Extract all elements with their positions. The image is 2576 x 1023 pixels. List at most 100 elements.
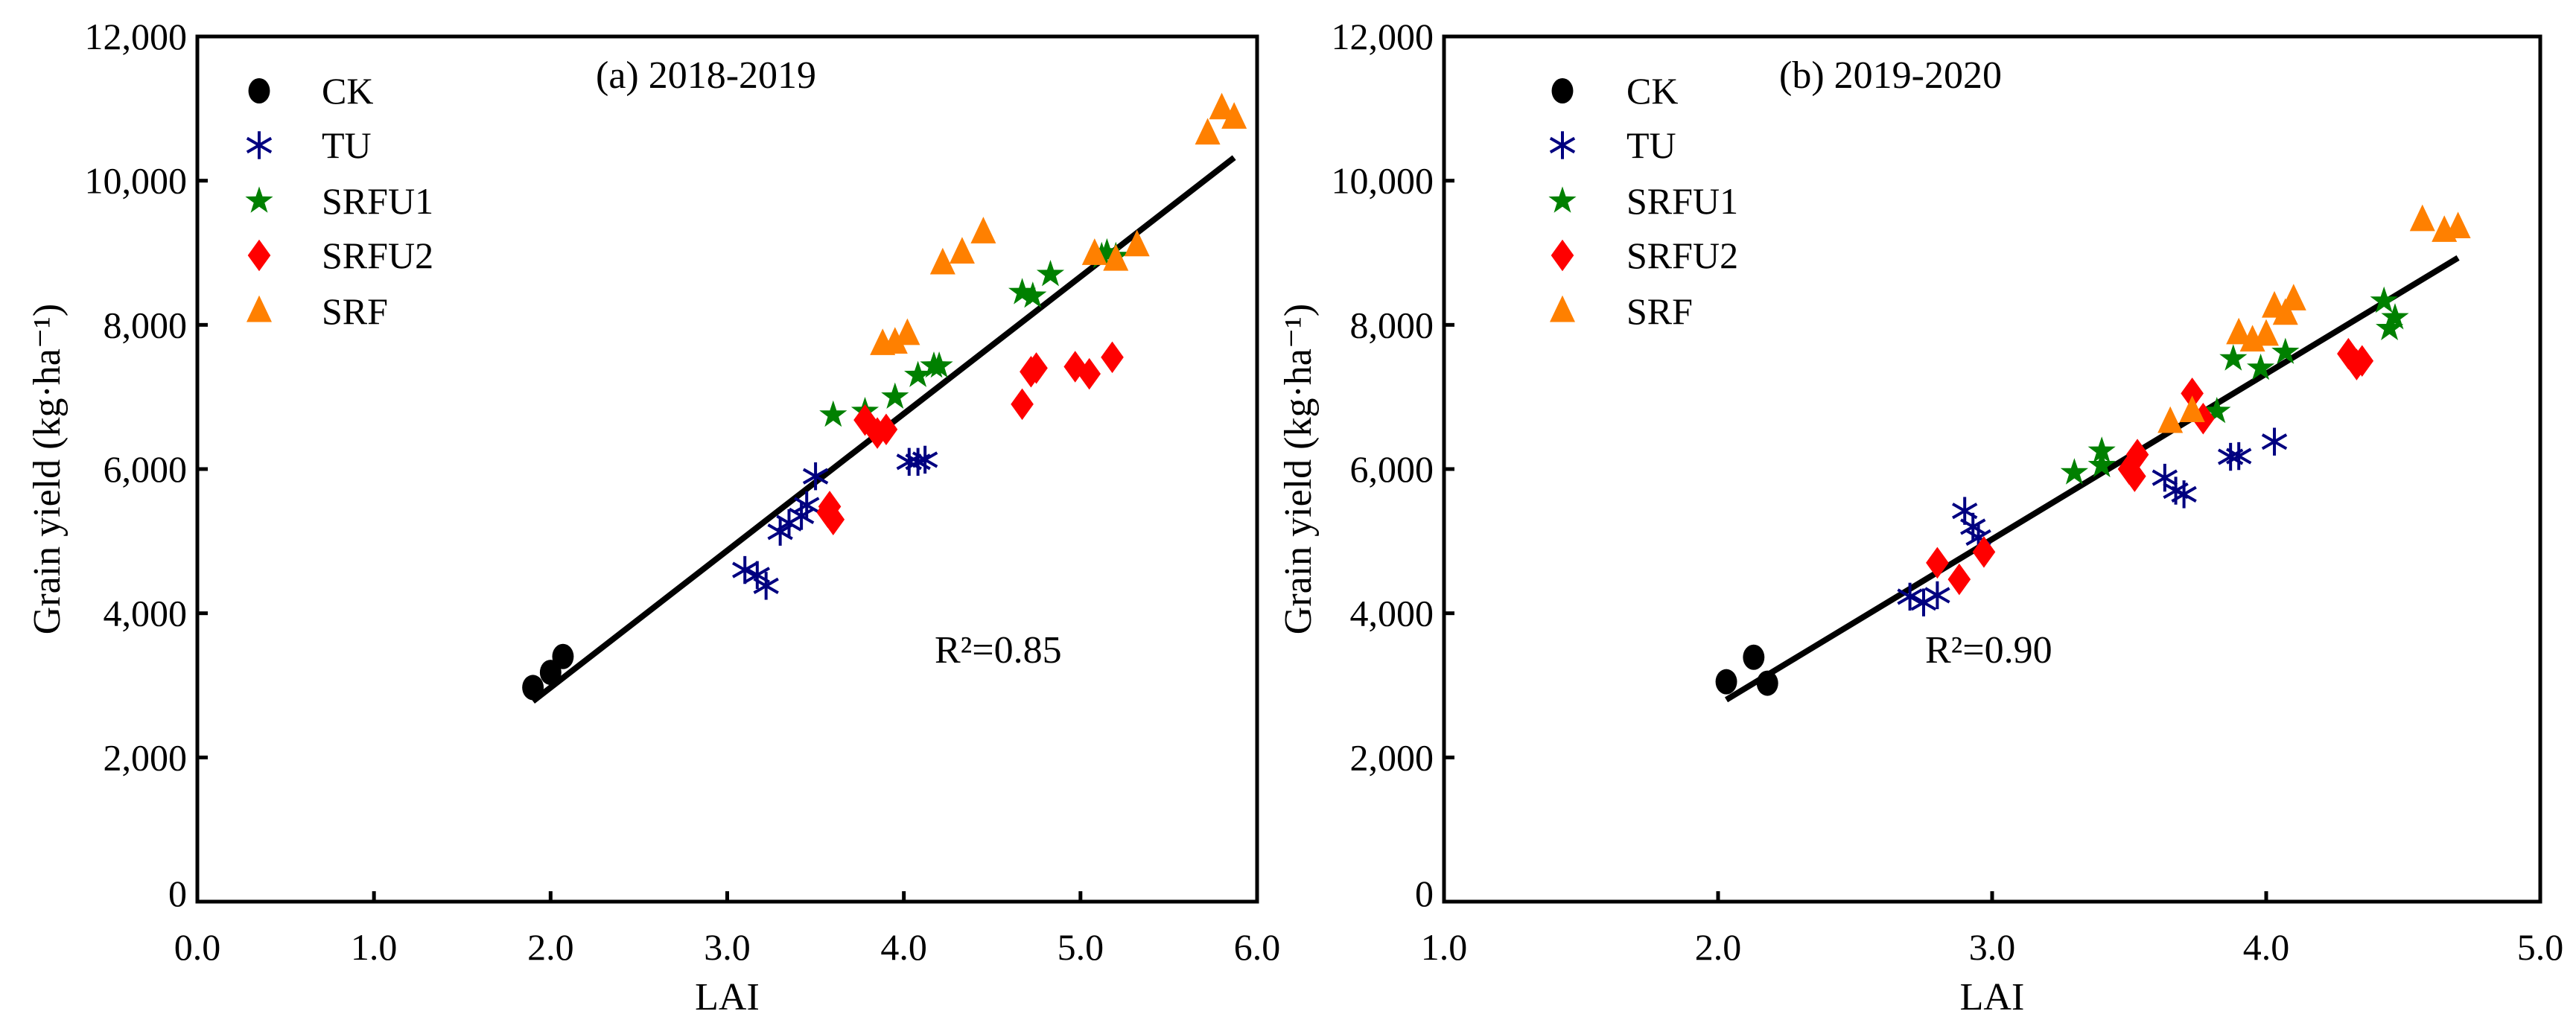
data-point <box>1008 278 1037 305</box>
x-tick-label: 1.0 <box>351 926 398 968</box>
data-point <box>2157 406 2184 433</box>
data-point <box>2226 317 2252 345</box>
data-point <box>2171 480 2197 509</box>
series-ck <box>1715 644 1778 696</box>
legend-label: CK <box>1626 70 1678 112</box>
asterisk-stroke <box>2152 469 2178 486</box>
asterisk-stroke <box>753 577 779 594</box>
asterisk-stroke <box>1549 136 1576 154</box>
series-srfu2 <box>1926 337 2374 596</box>
y-tick-label: 0 <box>168 873 187 914</box>
x-tick-label: 2.0 <box>1695 926 1742 968</box>
data-point <box>1715 669 1737 695</box>
asterisk-stroke <box>912 451 938 468</box>
data-point <box>929 247 955 275</box>
data-point <box>2370 286 2398 313</box>
data-point <box>2254 319 2279 346</box>
x-tick-label: 3.0 <box>704 926 751 968</box>
data-point <box>970 217 996 243</box>
asterisk-stroke <box>2171 485 2197 503</box>
asterisk-stroke <box>2261 433 2288 450</box>
chart-a: 0.0 1.0 2.0 3.0 4.0 5.0 6.0 0 2,000 4,000 6,000 8,0… <box>26 16 1280 1019</box>
data-point <box>1209 92 1235 120</box>
series-srf <box>2157 204 2471 433</box>
y-tick-label: 12,000 <box>1332 16 1434 57</box>
chart-title: (b) 2019-2020 <box>1779 54 2002 97</box>
data-point <box>1036 260 1065 287</box>
legend-label: TU <box>322 124 372 166</box>
asterisk-stroke <box>1960 518 1986 535</box>
x-tick-label: 4.0 <box>2243 926 2290 968</box>
data-point <box>2152 463 2178 492</box>
series-tu <box>1897 427 2288 616</box>
asterisk-stroke <box>794 497 820 514</box>
legend-marker-srfu2 <box>247 239 271 272</box>
x-tick-label: 2.0 <box>527 926 574 968</box>
r-squared-annotation: R²=0.90 <box>1925 629 2052 672</box>
data-point <box>1743 644 1765 670</box>
data-point <box>816 496 839 529</box>
x-tick-label: 6.0 <box>1234 926 1281 968</box>
legend-marker-ck <box>1551 78 1574 103</box>
data-point <box>912 445 938 474</box>
data-point <box>1947 563 1971 596</box>
x-tick-label: 3.0 <box>1969 926 2016 968</box>
data-point <box>2376 313 2404 340</box>
data-point <box>2125 439 2149 471</box>
data-point <box>522 675 544 701</box>
series-srfu1 <box>819 238 1130 427</box>
data-point <box>1972 536 1996 568</box>
data-point <box>2261 427 2288 456</box>
data-point <box>1926 546 1949 579</box>
y-tick-label: 2,000 <box>104 736 188 778</box>
data-point <box>2181 377 2204 409</box>
plot-frame <box>1442 34 2542 904</box>
asterisk-stroke <box>732 561 758 579</box>
data-point <box>2087 436 2116 463</box>
legend-marker-srf <box>1550 295 1575 322</box>
data-point <box>1103 243 1129 271</box>
data-point <box>1011 388 1034 421</box>
x-tick-label: 1.0 <box>1421 926 1468 968</box>
y-tick-label: 6,000 <box>1350 448 1434 490</box>
data-point <box>732 555 758 584</box>
y-tick-label: 6,000 <box>104 448 188 490</box>
series-srfu1 <box>2060 286 2409 485</box>
data-point <box>1081 238 1107 265</box>
y-axis-label: Grain yield (kg·ha⁻¹) <box>26 304 69 634</box>
x-tick-label: 4.0 <box>880 926 927 968</box>
x-axis-label: LAI <box>1960 976 2025 1019</box>
chart-title: (a) 2018-2019 <box>596 54 816 97</box>
data-point <box>1756 670 1778 696</box>
data-point <box>1101 341 1124 374</box>
y-tick-label: 10,000 <box>1332 160 1434 202</box>
data-point <box>2203 397 2231 424</box>
asterisk-stroke <box>1952 503 1978 520</box>
data-point <box>753 572 779 600</box>
y-tick-label: 2,000 <box>1350 736 1434 778</box>
data-point <box>1093 238 1121 265</box>
data-point <box>904 360 932 387</box>
data-point <box>882 327 908 354</box>
y-tick-label: 0 <box>1415 873 1434 914</box>
asterisk-stroke <box>246 136 273 154</box>
data-point <box>1019 281 1047 308</box>
legend-label: SRFU1 <box>1626 180 1738 222</box>
data-point <box>1195 118 1221 145</box>
y-tick-label: 8,000 <box>104 304 188 345</box>
data-point <box>1924 581 1950 610</box>
data-point <box>2219 344 2248 371</box>
legend-label: SRF <box>322 290 388 332</box>
data-point <box>1124 229 1150 257</box>
x-tick-label: 5.0 <box>2517 926 2564 968</box>
r-squared-annotation: R²=0.85 <box>935 629 1062 672</box>
data-point <box>881 382 909 409</box>
data-point <box>2060 458 2088 485</box>
asterisk-stroke <box>1897 588 1923 605</box>
asterisk-stroke <box>788 507 815 525</box>
asterisk-stroke <box>744 567 771 584</box>
regression-line <box>1724 255 2460 703</box>
data-point <box>2409 204 2435 232</box>
data-point <box>2226 442 2252 471</box>
y-tick-label: 4,000 <box>104 593 188 634</box>
